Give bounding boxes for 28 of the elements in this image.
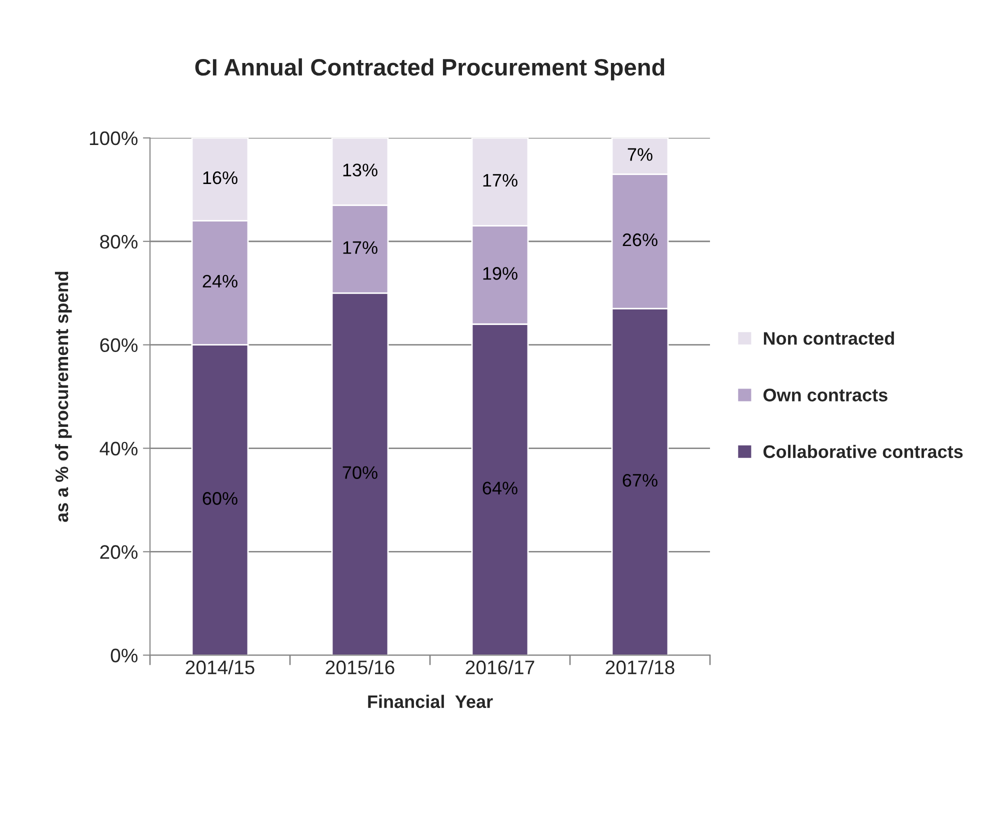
legend-label: Collaborative contracts — [763, 444, 963, 458]
chart-title: CI Annual Contracted Procurement Spend — [195, 58, 664, 80]
y-axis-title: as a % of procurement spend — [54, 272, 72, 522]
data-label: 19% — [483, 267, 518, 280]
data-label: 64% — [482, 482, 518, 494]
data-label: 60% — [202, 492, 238, 505]
y-tick-label: 60% — [100, 338, 138, 352]
data-label: 26% — [622, 233, 658, 246]
data-label: 17% — [483, 174, 518, 187]
data-label: 17% — [343, 241, 378, 254]
y-tick-label: 80% — [100, 234, 138, 249]
x-tick-label: 2017/18 — [606, 660, 674, 674]
legend-label: Own contracts — [763, 388, 888, 402]
data-label: 70% — [342, 466, 378, 479]
y-tick-label: 20% — [100, 545, 138, 559]
legend-label: Non contracted — [764, 332, 894, 345]
data-label: 13% — [343, 164, 378, 176]
y-tick-label: 0% — [110, 648, 138, 662]
data-label: 24% — [202, 274, 238, 288]
x-tick-label: 2014/15 — [186, 660, 254, 674]
data-label: 7% — [628, 148, 652, 161]
data-label: 67% — [622, 474, 658, 487]
x-axis-title: Financial Year — [368, 694, 493, 708]
y-tick-label: 100% — [90, 131, 138, 146]
x-tick-label: 2015/16 — [326, 660, 394, 674]
y-tick-label: 40% — [100, 442, 138, 456]
x-tick-label: 2016/17 — [466, 660, 534, 674]
data-label: 16% — [203, 171, 238, 184]
